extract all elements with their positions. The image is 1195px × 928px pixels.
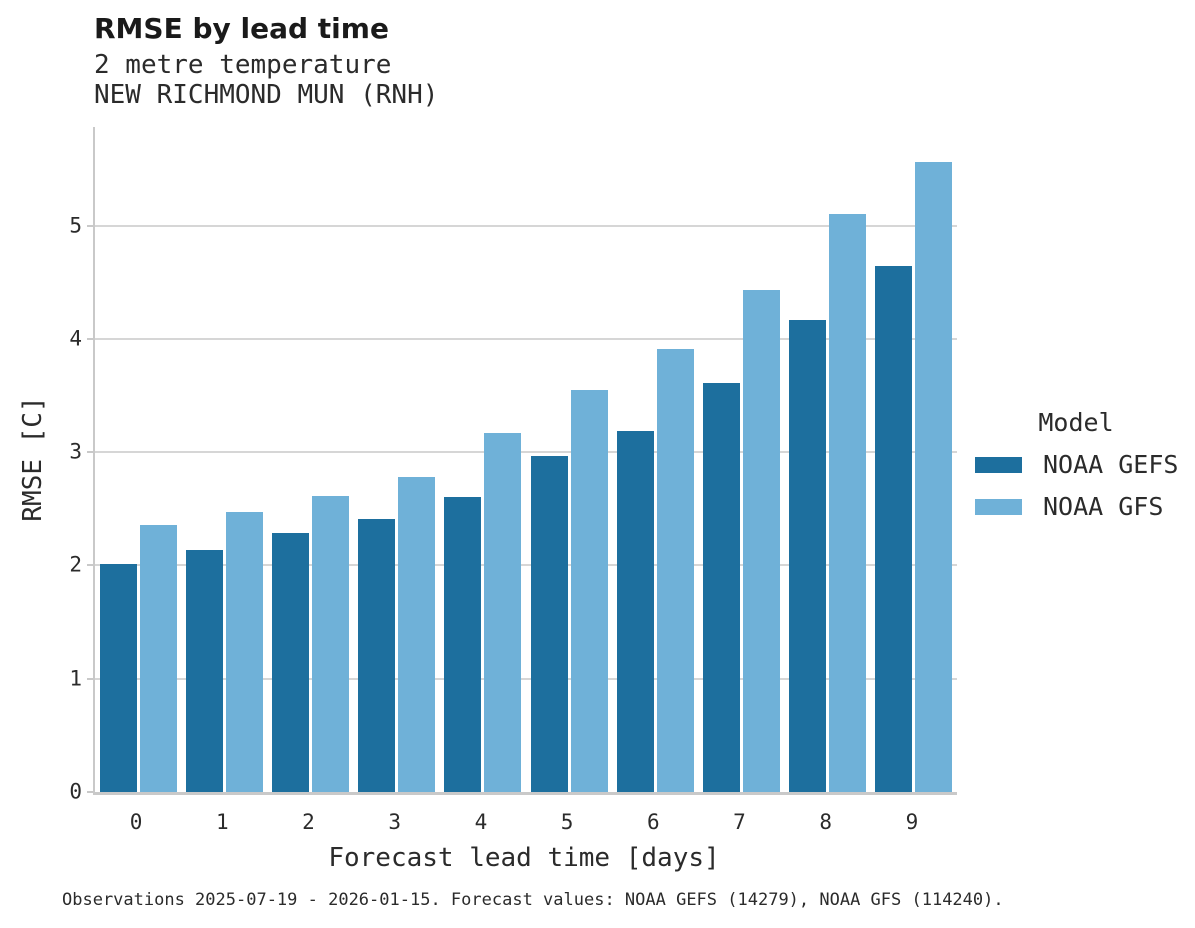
legend-item-noaa-gefs: NOAA GEFS <box>973 452 1179 477</box>
bar-noaa-gefs-day-4 <box>444 497 482 792</box>
bar-noaa-gefs-day-2 <box>272 532 309 792</box>
y-tick-mark-3 <box>87 451 93 454</box>
x-tick-label-8: 8 <box>819 810 833 834</box>
bar-noaa-gefs-day-7 <box>703 383 740 792</box>
x-tick-label-9: 9 <box>905 810 919 834</box>
bar-noaa-gfs-day-4 <box>484 432 522 792</box>
legend-item-label: NOAA GFS <box>1043 492 1164 521</box>
y-tick-label-0: 0 <box>69 779 82 804</box>
gridline-y-2 <box>95 564 957 567</box>
x-tick-label-0: 0 <box>129 810 143 834</box>
bar-noaa-gefs-day-0 <box>99 564 137 792</box>
gridline-y-3 <box>95 451 957 454</box>
bar-noaa-gefs-day-1 <box>185 549 223 792</box>
legend-item-label: NOAA GEFS <box>1043 450 1179 479</box>
bar-noaa-gfs-day-3 <box>398 477 436 792</box>
gridline-y-5 <box>95 224 957 227</box>
legend: Model NOAA GEFS NOAA GFS <box>973 410 1179 519</box>
y-tick-label-3: 3 <box>69 439 82 464</box>
x-tick-label-5: 5 <box>560 810 574 834</box>
plot-area <box>93 127 957 795</box>
x-axis-label: Forecast lead time [days] <box>328 843 720 873</box>
y-tick-label-4: 4 <box>69 326 82 351</box>
x-tick-label-2: 2 <box>302 810 315 834</box>
bar-noaa-gfs-day-7 <box>743 290 780 792</box>
x-tick-label-3: 3 <box>388 810 402 834</box>
bar-noaa-gefs-day-3 <box>358 518 396 792</box>
x-tick-label-1: 1 <box>215 810 229 834</box>
bar-noaa-gefs-day-5 <box>530 455 568 792</box>
bar-noaa-gefs-day-8 <box>789 319 827 792</box>
legend-title: Model <box>1038 408 1114 437</box>
bar-noaa-gefs-day-9 <box>875 266 913 792</box>
bar-noaa-gfs-day-0 <box>139 524 177 792</box>
y-tick-mark-2 <box>87 564 93 567</box>
y-tick-label-2: 2 <box>69 552 82 577</box>
bar-noaa-gfs-day-9 <box>915 162 953 792</box>
y-tick-label-1: 1 <box>69 666 82 691</box>
gridline-y-1 <box>95 677 957 680</box>
y-tick-label-5: 5 <box>69 213 82 238</box>
legend-item-noaa-gfs: NOAA GFS <box>973 494 1179 519</box>
y-tick-mark-1 <box>87 677 93 680</box>
chart-subtitle-station: NEW RICHMOND MUN (RNH) <box>94 80 439 110</box>
gridline-y-4 <box>95 337 957 340</box>
chart-title: RMSE by lead time <box>94 12 389 45</box>
bar-noaa-gfs-day-8 <box>829 214 867 792</box>
bar-noaa-gfs-day-5 <box>570 389 608 792</box>
bar-noaa-gfs-day-2 <box>312 496 349 792</box>
footer-note: Observations 2025-07-19 - 2026-01-15. Fo… <box>62 890 1004 910</box>
bar-noaa-gfs-day-6 <box>656 349 694 792</box>
y-tick-mark-0 <box>87 791 93 793</box>
y-tick-mark-5 <box>87 224 93 227</box>
legend-swatch-icon <box>975 456 1022 473</box>
bar-noaa-gfs-day-1 <box>225 512 263 792</box>
x-tick-label-6: 6 <box>646 810 660 834</box>
x-tick-label-4: 4 <box>474 810 488 834</box>
x-tick-label-7: 7 <box>733 810 746 834</box>
bar-noaa-gefs-day-6 <box>616 430 654 792</box>
legend-items: NOAA GEFS NOAA GFS <box>973 452 1179 519</box>
chart-subtitle-variable: 2 metre temperature <box>94 50 392 80</box>
y-tick-mark-4 <box>87 337 93 340</box>
legend-swatch-icon <box>975 498 1022 515</box>
